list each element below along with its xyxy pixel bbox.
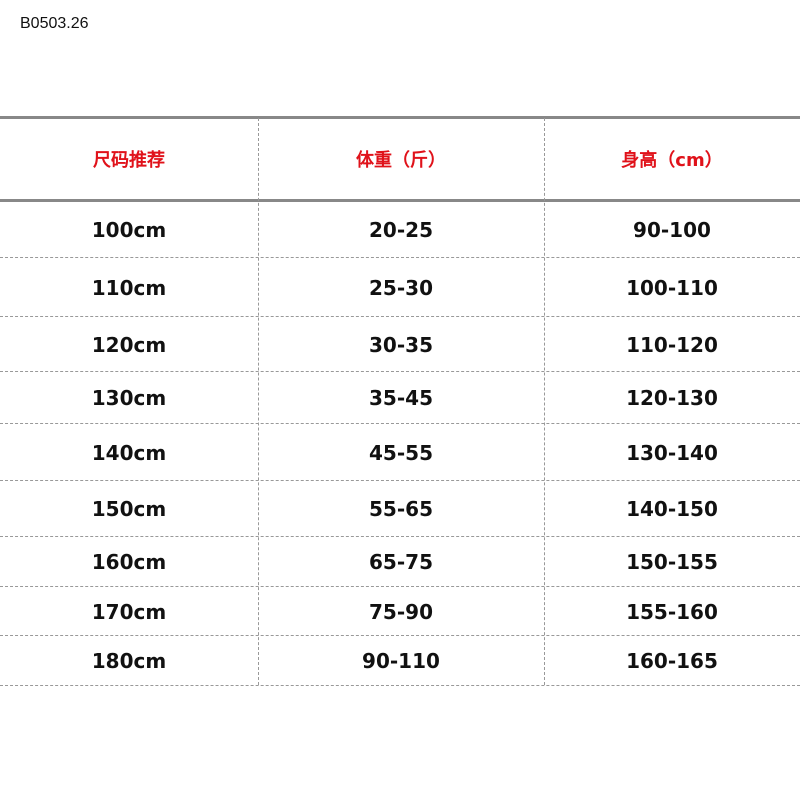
table-cell: 140-150 (626, 497, 718, 521)
table-cell: 45-55 (369, 440, 433, 465)
row-divider (0, 635, 800, 636)
table-cell: 90-110 (362, 649, 440, 673)
table-cell: 170cm (91, 599, 167, 624)
table-cell: 35-45 (369, 386, 433, 410)
product-code: B0503.26 (20, 15, 89, 32)
row-divider (0, 480, 800, 481)
row-divider (0, 257, 800, 258)
table-cell: 155-160 (626, 599, 718, 624)
row-divider (0, 423, 800, 424)
table-cell: 150cm (91, 497, 167, 521)
table-cell: 150-155 (626, 550, 718, 574)
row-divider (0, 371, 800, 372)
column-header: 尺码推荐 (93, 150, 165, 171)
column-header: 身高（cm） (621, 150, 723, 171)
row-divider (0, 536, 800, 537)
table-cell: 65-75 (369, 550, 433, 574)
column-divider (544, 118, 545, 685)
row-divider (0, 316, 800, 317)
table-rule (0, 199, 800, 202)
table-cell: 30-35 (369, 332, 433, 357)
table-cell: 180cm (91, 649, 167, 673)
table-cell: 140cm (91, 440, 167, 465)
table-cell: 90-100 (633, 217, 711, 242)
table-cell: 130-140 (626, 440, 718, 465)
table-cell: 120-130 (626, 386, 718, 410)
table-cell: 55-65 (369, 497, 433, 521)
table-cell: 110cm (91, 275, 167, 300)
column-divider (258, 118, 259, 685)
row-divider (0, 586, 800, 587)
table-rule (0, 116, 800, 119)
table-cell: 160-165 (626, 649, 718, 673)
column-header: 体重（斤） (356, 150, 446, 171)
table-cell: 100-110 (626, 275, 718, 300)
table-cell: 120cm (91, 332, 167, 357)
row-divider (0, 685, 800, 686)
table-cell: 110-120 (626, 332, 718, 357)
table-cell: 130cm (91, 386, 167, 410)
table-cell: 25-30 (369, 275, 433, 300)
table-cell: 100cm (91, 217, 167, 242)
table-cell: 160cm (91, 550, 167, 574)
table-cell: 75-90 (369, 599, 433, 624)
table-cell: 20-25 (369, 217, 433, 242)
